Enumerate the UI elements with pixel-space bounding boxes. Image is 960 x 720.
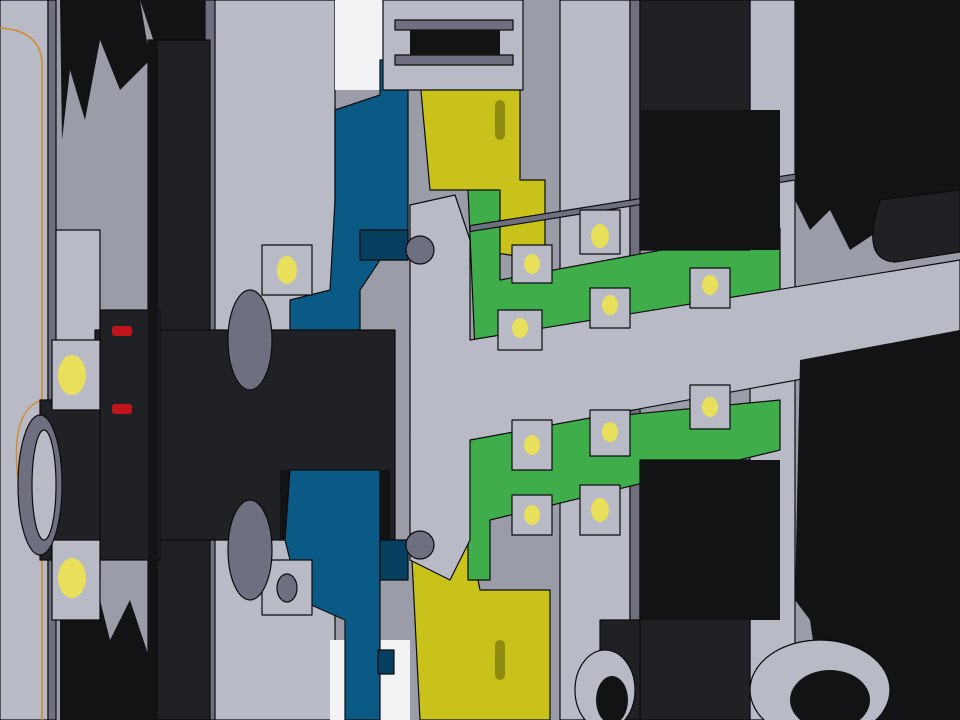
section-gap [330,0,410,720]
top-bearing-cage [382,0,524,91]
carrier-bearings [227,244,313,616]
left-bearings [17,339,101,621]
planet-carrier [284,59,409,720]
right-gears [574,0,960,720]
sleeve-bearings [497,209,731,536]
